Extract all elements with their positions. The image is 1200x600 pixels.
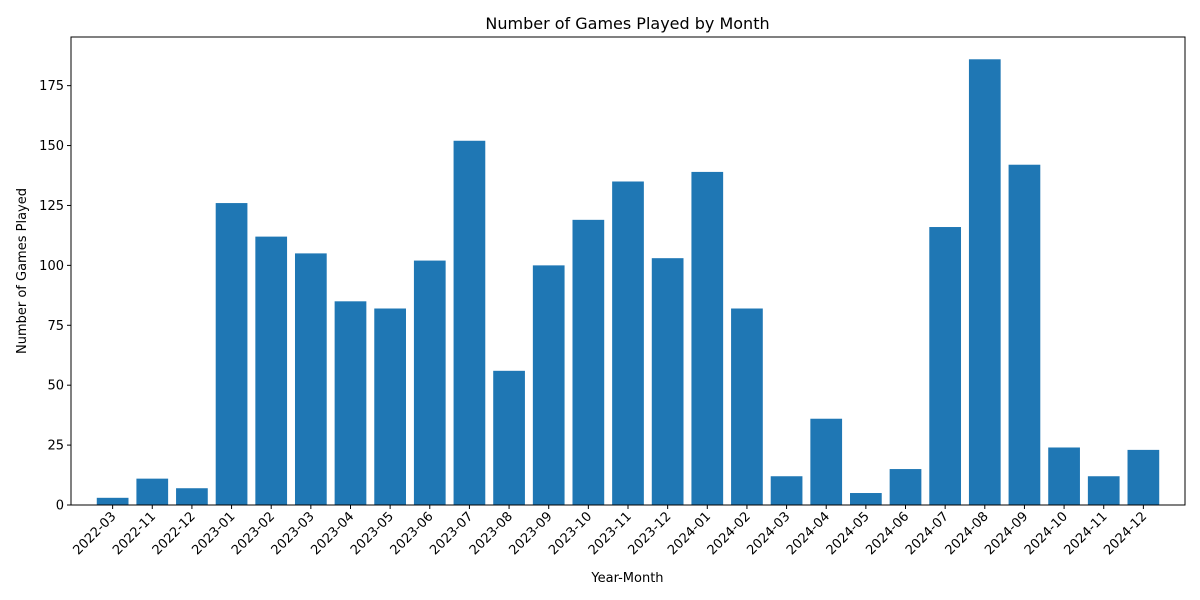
bar-2023-10 [572,219,605,505]
bar-2024-12 [1127,449,1160,505]
bar-2022-11 [136,478,169,505]
bar-2024-10 [1048,447,1080,505]
bar-2023-04 [334,301,367,505]
bar-2024-02 [731,308,763,505]
bar-2023-06 [413,260,446,505]
y-tick-label-75: 75 [47,319,64,334]
x-tick-label-2024-12: 2024-12 [1101,509,1150,558]
bar-2024-05 [850,493,882,505]
y-tick-label-175: 175 [39,79,64,94]
bar-2023-11 [612,181,644,506]
bar-2022-12 [176,488,208,505]
bar-2023-01 [215,203,248,505]
y-tick-label-50: 50 [47,379,64,394]
bar-2024-09 [1008,164,1041,505]
bar-2024-11 [1087,476,1120,505]
y-tick-label-25: 25 [47,439,64,454]
bar-2023-09 [532,265,565,505]
bar-2023-05 [374,308,406,505]
bar-2024-03 [770,476,803,505]
y-tick-label-100: 100 [39,259,64,274]
bar-2022-03 [96,497,129,505]
bar-2023-03 [294,253,327,505]
bar-2024-01 [691,171,724,505]
y-tick-label-125: 125 [39,199,64,214]
bar-2024-06 [889,469,922,505]
bar-2023-08 [493,370,525,505]
chart-title: Number of Games Played by Month [485,14,769,33]
bar-2023-02 [255,236,288,505]
bar-2024-08 [968,59,1001,506]
y-tick-label-150: 150 [39,139,64,154]
bar-2023-07 [453,140,486,505]
x-axis-label: Year-Month [590,571,663,586]
bars-group [96,59,1160,506]
bar-2024-07 [929,227,962,505]
y-tick-label-0: 0 [56,499,64,514]
bar-2024-04 [810,418,843,505]
y-axis-label: Number of Games Played [15,188,30,354]
bar-2023-12 [651,258,684,505]
